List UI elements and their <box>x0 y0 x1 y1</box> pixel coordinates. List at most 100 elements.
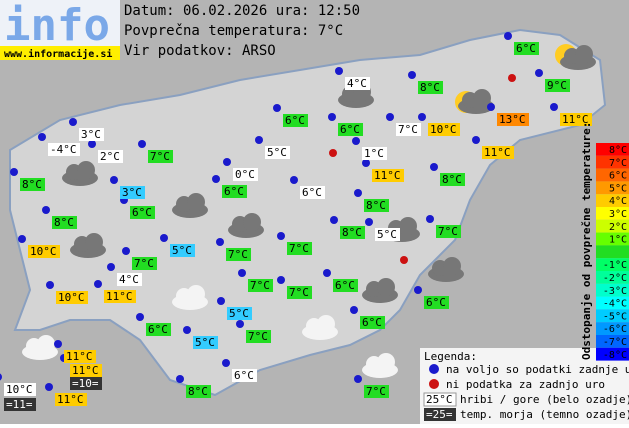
scale-label: 3°C <box>609 209 627 220</box>
temp-label: 3°C <box>81 128 101 141</box>
temp-box <box>440 173 465 186</box>
cloud <box>575 45 593 63</box>
temp-label: 1°C <box>364 147 384 160</box>
logo-box <box>0 0 120 46</box>
temp-label: 5°C <box>267 146 287 159</box>
legend-sea-sample: =25= <box>426 408 453 421</box>
station-dot <box>46 281 54 289</box>
station-dot <box>217 297 225 305</box>
station-dot <box>216 238 224 246</box>
station-dot <box>362 159 370 167</box>
temp-box <box>300 186 325 199</box>
scale-swatch <box>596 335 629 348</box>
legend-sea-box <box>424 408 456 421</box>
temp-box <box>418 81 443 94</box>
station-dot <box>94 280 102 288</box>
temp-label: 8°C <box>366 199 386 212</box>
temp-box <box>104 290 136 303</box>
temp-box <box>545 79 570 92</box>
station-dot <box>365 218 373 226</box>
legend-red-text: ni podatka za zadnjo uro <box>446 378 605 391</box>
url[interactable]: www.informacije.si <box>4 48 112 60</box>
scale-label: 8°C <box>609 145 627 156</box>
sea-label: =10= <box>72 377 99 390</box>
scale-label: -1°C <box>603 260 627 271</box>
sea-label: =11= <box>6 398 33 411</box>
scale-label: 5°C <box>609 183 627 194</box>
station-dot <box>176 375 184 383</box>
temp-box <box>424 296 449 309</box>
station-dots <box>0 32 558 391</box>
temp-label: 7°C <box>289 286 309 299</box>
scale-swatch <box>596 271 629 284</box>
temp-label: 10°C <box>430 123 457 136</box>
temp-label: 7°C <box>134 257 154 270</box>
country-shape <box>9 28 607 397</box>
station-labels: 6°C 4°C 8°C 9°C 6°C 6°C 7°C 10°C 13°C 11°C 3°C -4°C… <box>4 42 592 411</box>
temp-label: 6°C <box>426 296 446 309</box>
cloud <box>317 315 335 333</box>
station-dot <box>426 215 434 223</box>
temp-label: 5°C <box>195 336 215 349</box>
station-dot <box>535 69 543 77</box>
temp-box <box>364 199 389 212</box>
temp-box <box>148 150 173 163</box>
temp-box <box>55 393 87 406</box>
temp-box <box>375 228 400 241</box>
temp-box <box>497 113 529 126</box>
logo: info <box>4 0 110 51</box>
station-dot <box>408 71 416 79</box>
temp-box <box>146 323 171 336</box>
temp-label: 13°C <box>499 113 526 126</box>
temp-box <box>56 291 88 304</box>
temp-box <box>396 123 421 136</box>
station-dot <box>273 104 281 112</box>
cloud <box>473 89 491 107</box>
station-dot <box>136 313 144 321</box>
temp-label: 7°C <box>289 242 309 255</box>
station-dot <box>277 232 285 240</box>
scale-label: -4°C <box>603 299 627 310</box>
station-dot <box>10 168 18 176</box>
scale-swatch <box>596 194 629 207</box>
station-dot <box>54 340 62 348</box>
temp-label: 2°C <box>100 150 120 163</box>
temp-box <box>246 330 271 343</box>
scale-swatch <box>596 309 629 323</box>
scale-swatch <box>596 207 629 220</box>
temp-label: 6°C <box>302 186 322 199</box>
temp-label: 7°C <box>366 385 386 398</box>
temp-label: -4°C <box>50 143 77 156</box>
scale-swatch <box>596 347 629 361</box>
scale-swatch <box>596 322 629 335</box>
station-dot <box>290 176 298 184</box>
cloud <box>377 278 395 296</box>
station-dot <box>238 269 246 277</box>
station-dot <box>255 136 263 144</box>
scale-swatch <box>596 181 629 195</box>
temp-label: 7°C <box>438 225 458 238</box>
cloud <box>187 193 205 211</box>
scale-label: 4°C <box>609 196 627 207</box>
temp-box <box>360 316 385 329</box>
legend-hill-text: hribi / gore (belo ozadje) <box>460 393 629 406</box>
cloud <box>377 353 395 371</box>
avg-line: Povprečna temperatura: 7°C <box>124 23 343 39</box>
temp-box <box>193 336 218 349</box>
temp-label: 3°C <box>122 186 142 199</box>
temp-box <box>117 273 142 286</box>
station-dot <box>418 113 426 121</box>
scale-label: 6°C <box>609 171 627 182</box>
legend-hill-sample: 25°C <box>426 393 453 406</box>
temp-label: 10°C <box>58 291 85 304</box>
temp-box <box>4 383 36 396</box>
station-dot <box>0 373 2 381</box>
temp-box <box>64 350 96 363</box>
temp-box <box>232 369 257 382</box>
cloud <box>85 233 103 251</box>
temp-box <box>283 114 308 127</box>
legend-hill-box <box>423 392 457 407</box>
temp-label: 6°C <box>224 185 244 198</box>
